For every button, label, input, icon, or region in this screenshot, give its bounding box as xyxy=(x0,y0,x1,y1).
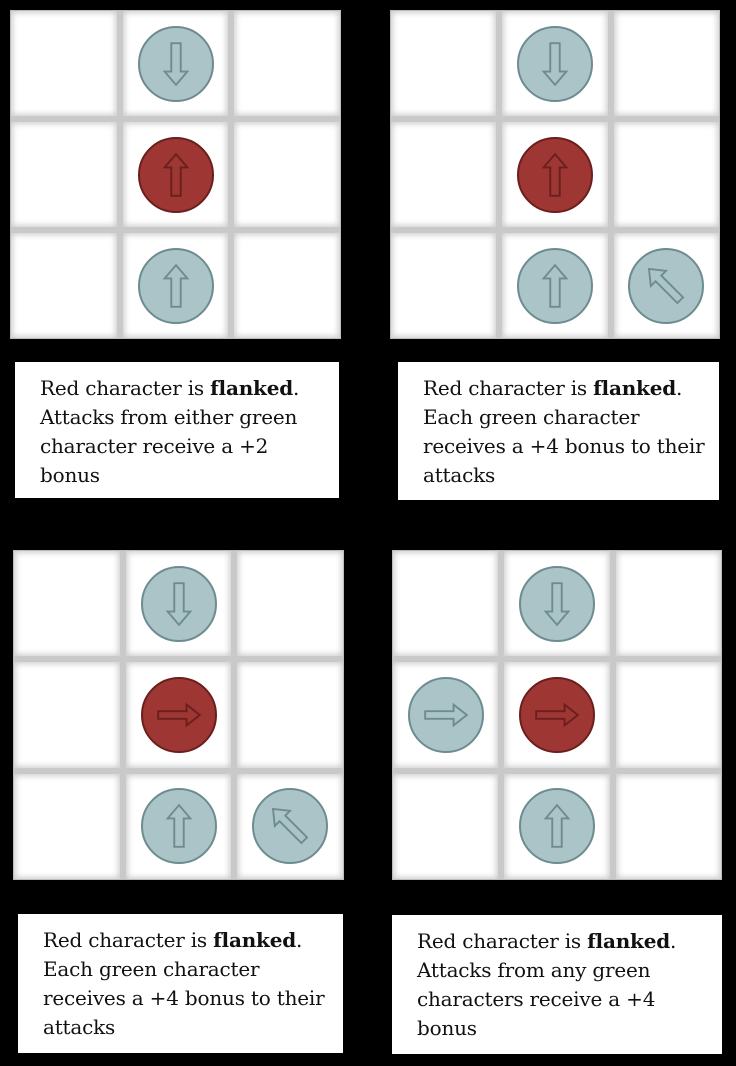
board-cell xyxy=(11,122,117,227)
green-character-token xyxy=(140,788,217,865)
board-cell xyxy=(393,551,499,657)
board-cell xyxy=(615,773,721,879)
right-arrow-icon xyxy=(535,702,580,728)
green-character-token xyxy=(517,247,593,324)
board-cell xyxy=(615,662,721,768)
board-cell xyxy=(234,233,340,338)
board-cell xyxy=(237,662,343,768)
caption-box: Red character is flanked. Attacks from an… xyxy=(392,915,722,1054)
board-cell xyxy=(613,11,719,116)
board-cell xyxy=(237,551,343,657)
red-character-token xyxy=(519,677,595,753)
green-character-token xyxy=(140,565,217,642)
caption-keyword: flanked xyxy=(210,376,294,400)
board-cell xyxy=(234,11,340,116)
red-character-token xyxy=(140,677,217,753)
board-cell xyxy=(613,122,719,227)
green-character-token xyxy=(252,788,329,865)
caption-box: Red character is flanked. Attacks from ei… xyxy=(15,362,339,498)
caption-box: Red character is flanked. Each green char… xyxy=(18,914,343,1053)
caption-prefix: Red character is xyxy=(40,376,211,400)
caption-box: Red character is flanked. Each green char… xyxy=(398,362,719,500)
caption-keyword: flanked xyxy=(213,928,297,952)
board-cell xyxy=(615,551,721,657)
up-left-arrow-icon xyxy=(648,267,685,304)
green-character-token xyxy=(628,247,705,324)
up-arrow-icon xyxy=(162,152,189,197)
board-cell xyxy=(14,662,120,768)
right-arrow-icon xyxy=(423,702,469,728)
green-character-token xyxy=(517,25,593,102)
board-cell xyxy=(14,773,120,879)
green-character-token xyxy=(519,788,595,865)
down-arrow-icon xyxy=(541,41,569,86)
down-arrow-icon xyxy=(162,41,189,86)
red-character-token xyxy=(517,136,593,213)
board-cell xyxy=(393,773,499,879)
caption-body: . Attacks from any green characters recei… xyxy=(417,929,677,1040)
caption-keyword: flanked xyxy=(593,376,677,400)
board-cell xyxy=(11,11,117,116)
board-cell xyxy=(391,122,497,227)
right-arrow-icon xyxy=(156,702,201,728)
caption-body: . Each green character receives a +4 bonu… xyxy=(423,376,705,487)
green-character-token xyxy=(407,677,484,753)
caption-body: . Each green character receives a +4 bonu… xyxy=(43,928,325,1039)
up-left-arrow-icon xyxy=(272,808,309,845)
green-character-token xyxy=(137,247,214,324)
up-arrow-icon xyxy=(543,804,571,849)
board-cell xyxy=(14,551,120,657)
up-arrow-icon xyxy=(165,804,192,849)
board-cell xyxy=(391,233,497,338)
down-arrow-icon xyxy=(165,581,192,626)
red-character-token xyxy=(137,136,214,213)
board-cell xyxy=(11,233,117,338)
board-cell xyxy=(391,11,497,116)
green-character-token xyxy=(519,565,595,642)
caption-prefix: Red character is xyxy=(423,376,594,400)
up-arrow-icon xyxy=(541,263,569,308)
caption-prefix: Red character is xyxy=(43,928,214,952)
board-cell xyxy=(234,122,340,227)
caption-body: . Attacks from either green character rec… xyxy=(40,376,300,487)
green-character-token xyxy=(137,25,214,102)
up-arrow-icon xyxy=(162,263,189,308)
down-arrow-icon xyxy=(543,581,571,626)
up-arrow-icon xyxy=(541,152,569,197)
caption-prefix: Red character is xyxy=(417,929,588,953)
caption-keyword: flanked xyxy=(587,929,671,953)
